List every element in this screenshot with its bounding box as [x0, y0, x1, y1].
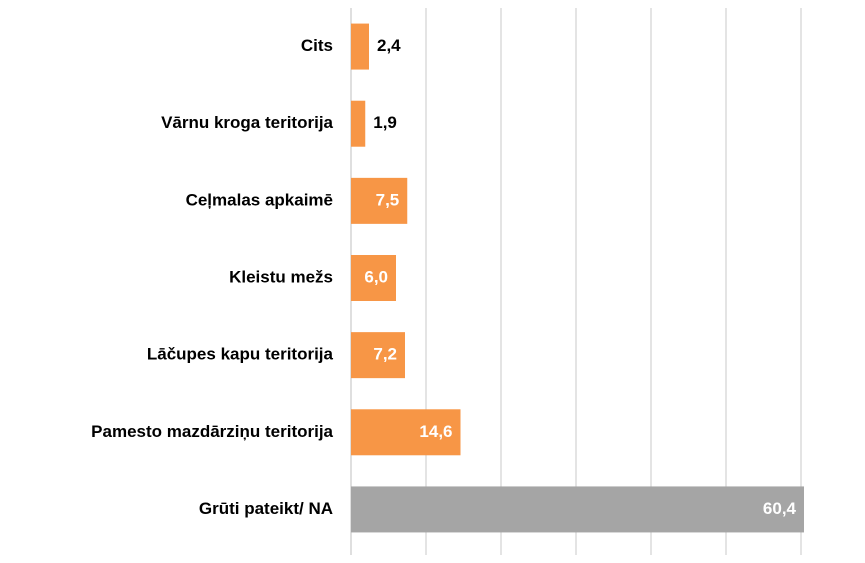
data-label: 2,4 [377, 36, 401, 55]
data-label: 1,9 [373, 113, 397, 132]
data-label: 7,5 [376, 190, 400, 209]
bar [351, 486, 804, 533]
y-tick-label: Cits [301, 36, 333, 55]
bar [351, 332, 405, 379]
y-tick-label: Lāčupes kapu teritorija [147, 345, 334, 364]
y-tick-label: Vārnu kroga teritorija [161, 113, 333, 132]
y-tick-label: Grūti pateikt/ NA [199, 499, 333, 518]
y-tick-label: Pamesto mazdārziņu teritorija [91, 422, 333, 441]
data-label: 60,4 [763, 499, 797, 518]
y-tick-label: Ceļmalas apkaimē [186, 190, 333, 209]
bar [351, 177, 408, 224]
bar [351, 100, 366, 147]
bar [351, 255, 396, 301]
y-tick-label: Kleistu mežs [229, 267, 333, 286]
bar [351, 23, 369, 70]
data-label: 7,2 [373, 345, 397, 364]
bar [351, 409, 461, 456]
data-label: 14,6 [419, 422, 452, 441]
data-label: 6,0 [364, 267, 388, 286]
